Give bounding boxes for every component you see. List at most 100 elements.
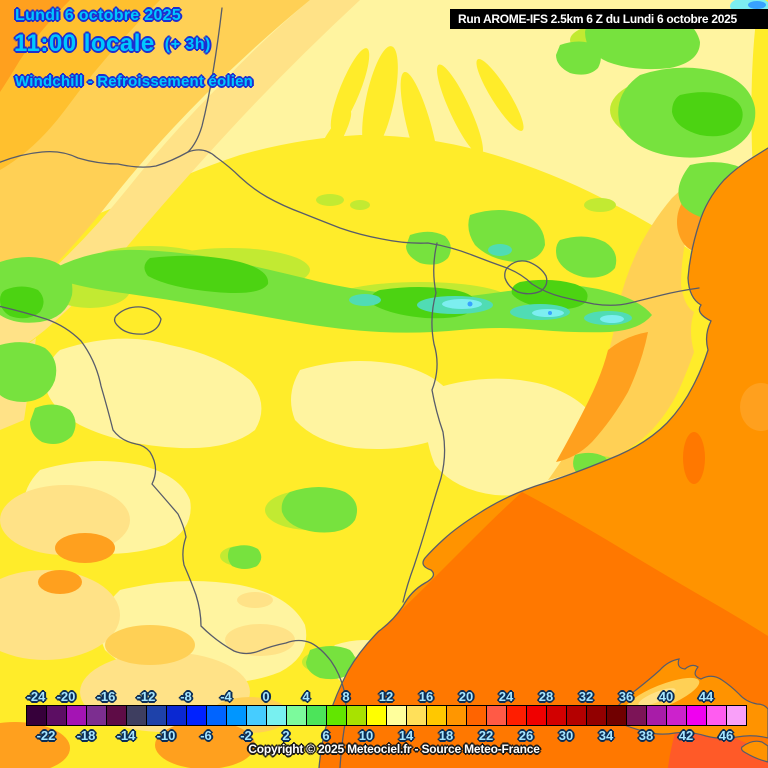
- legend-label: 12: [378, 689, 394, 704]
- legend-cell: [246, 705, 267, 726]
- terrain-streak: [400, 71, 440, 189]
- legend-cell: [106, 705, 127, 726]
- forecast-hour-offset: (+ 3h): [164, 36, 211, 53]
- terrain-streak: [330, 48, 370, 132]
- terrain-streak: [362, 46, 398, 154]
- orange-coast-core: [556, 332, 648, 462]
- border-france-departments: [187, 7, 223, 153]
- legend-label: 36: [618, 689, 634, 704]
- khaki-patch: [225, 624, 295, 656]
- legend-cell: [66, 705, 87, 726]
- legend-label: -6: [200, 728, 212, 743]
- legend-cell: [146, 705, 167, 726]
- legend-label: -24: [26, 689, 46, 704]
- legend-label: 42: [678, 728, 694, 743]
- border-andorra: [504, 260, 548, 295]
- border-france-spain: [0, 149, 700, 306]
- green-mountain-zones: [0, 9, 768, 680]
- legend-label: 28: [538, 689, 554, 704]
- teal-ridge-spot: [349, 294, 381, 306]
- terrain-streak: [476, 59, 524, 131]
- cyan-ridge-spot: [442, 299, 482, 309]
- legend-cell: [326, 705, 347, 726]
- forecast-time: 11:00 locale (+ 3h): [14, 30, 211, 58]
- legend-cell: [686, 705, 707, 726]
- khaki-patch: [237, 592, 273, 608]
- orange-patch: [55, 533, 115, 563]
- legend-cell: [586, 705, 607, 726]
- legend-label: -20: [56, 689, 76, 704]
- cyan-ridge-spot: [600, 315, 624, 323]
- legend-cell: [126, 705, 147, 726]
- khaki-patch: [0, 570, 120, 660]
- legend-label: 4: [302, 689, 310, 704]
- legend-label: 2: [282, 728, 290, 743]
- coldest-blue-dots: [467, 1, 766, 315]
- border-western-regions: [0, 305, 347, 768]
- pale-green-fringe: [350, 200, 370, 210]
- legend-cell: [506, 705, 527, 726]
- legend-cell: [486, 705, 507, 726]
- legend-label: -14: [116, 728, 136, 743]
- legend-cell: [166, 705, 187, 726]
- legend-label: 30: [558, 728, 574, 743]
- legend-cell: [446, 705, 467, 726]
- legend-cell: [706, 705, 727, 726]
- legend-cell: [86, 705, 107, 726]
- legend-label: -22: [36, 728, 56, 743]
- legend-cell: [406, 705, 427, 726]
- legend-cell: [386, 705, 407, 726]
- legend-label: 44: [698, 689, 714, 704]
- mallorca-mountain-core: [638, 688, 676, 706]
- legend-cell: [466, 705, 487, 726]
- legend-label: -4: [220, 689, 232, 704]
- legend-label: -16: [96, 689, 116, 704]
- legend-cell: [306, 705, 327, 726]
- legend-cell: [606, 705, 627, 726]
- blue-cold-dot: [467, 301, 473, 307]
- legend-cell: [726, 705, 747, 726]
- yellow-streak-fan: [308, 46, 524, 189]
- legend-label: 32: [578, 689, 594, 704]
- legend-cell: [266, 705, 287, 726]
- terrain-streak: [437, 64, 483, 156]
- forecast-date: Lundi 6 octobre 2025: [15, 7, 182, 24]
- deep-gold-corner: [0, 0, 160, 170]
- model-run-banner: Run AROME-IFS 2.5km 6 Z du Lundi 6 octob…: [450, 9, 768, 29]
- coastline: [318, 147, 768, 768]
- orange-patch: [38, 570, 82, 594]
- legend-cell: [426, 705, 447, 726]
- legend-cell: [206, 705, 227, 726]
- legend-cell: [626, 705, 647, 726]
- legend-label: 10: [358, 728, 374, 743]
- border-aragon-catalonia: [402, 242, 446, 603]
- blue-cold-dot: [548, 311, 552, 315]
- legend-bar: [26, 705, 747, 726]
- legend-cell: [566, 705, 587, 726]
- legend-cell: [286, 705, 307, 726]
- orange-patch: [0, 722, 70, 768]
- legend-label: -18: [76, 728, 96, 743]
- legend-label: 22: [478, 728, 494, 743]
- orange-corner-tip: [0, 0, 70, 92]
- legend-label: -2: [240, 728, 252, 743]
- legend-label: 40: [658, 689, 674, 704]
- legend-cell: [366, 705, 387, 726]
- legend-cell: [646, 705, 667, 726]
- legend-label: 34: [598, 728, 614, 743]
- gold-patch: [105, 625, 195, 665]
- legend-label: 38: [638, 728, 654, 743]
- border-enclave-loop: [113, 306, 162, 335]
- legend-label: -8: [180, 689, 192, 704]
- legend-label: 14: [398, 728, 414, 743]
- forecast-local-time: 11:00 locale: [14, 30, 155, 57]
- legend-cell: [226, 705, 247, 726]
- legend-label: 24: [498, 689, 514, 704]
- terrain-streak: [308, 110, 352, 180]
- legend-label: 16: [418, 689, 434, 704]
- legend-label: 20: [458, 689, 474, 704]
- legend-cell: [46, 705, 67, 726]
- blue-cold-dot: [748, 1, 766, 9]
